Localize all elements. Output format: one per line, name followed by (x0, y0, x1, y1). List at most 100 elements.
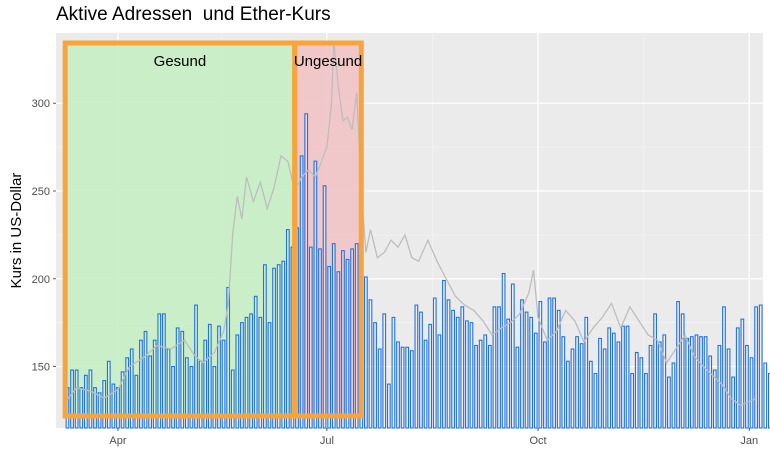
bar (487, 344, 492, 429)
bar (437, 334, 442, 429)
bar (676, 301, 680, 429)
bar (267, 322, 272, 429)
bar (396, 341, 400, 429)
bar (377, 348, 382, 429)
region-fill-0 (65, 43, 295, 416)
bar (653, 313, 657, 429)
bar (364, 276, 368, 429)
bar (322, 185, 327, 429)
bar (662, 334, 667, 429)
y-tick-label: 250 (32, 186, 50, 198)
bar (446, 299, 451, 429)
bar (414, 304, 419, 429)
bar (460, 306, 465, 429)
bar (129, 348, 134, 429)
bar (543, 341, 547, 429)
region-label-1: Ungesund (294, 53, 362, 70)
y-tick-label: 150 (32, 362, 50, 374)
bar (74, 369, 79, 429)
bar (189, 366, 194, 429)
bar (102, 380, 107, 429)
bar (607, 327, 612, 429)
bar (382, 313, 387, 429)
bar (249, 313, 253, 429)
bar (419, 311, 423, 429)
y-tick-label: 200 (32, 274, 50, 286)
bar (556, 309, 561, 429)
bar (510, 283, 515, 429)
bar (588, 360, 593, 429)
bar (184, 357, 189, 429)
bar (134, 374, 139, 429)
bar (331, 243, 336, 429)
bar (644, 373, 648, 429)
bar (217, 325, 221, 429)
bar (717, 344, 722, 429)
bar (253, 295, 258, 429)
bar (207, 323, 212, 429)
bar (125, 357, 130, 429)
bar (194, 304, 198, 429)
bar (515, 346, 520, 429)
bar (152, 339, 157, 429)
bar (524, 311, 529, 429)
bar (336, 271, 341, 429)
x-tick-label: Oct (529, 435, 546, 447)
y-axis-title: Kurs in US-Dollar (8, 173, 25, 289)
bar (699, 336, 703, 429)
regions (65, 43, 362, 416)
bar (308, 246, 313, 429)
bar (538, 301, 543, 429)
bar (313, 160, 318, 429)
bar (180, 330, 185, 429)
bar (341, 250, 345, 429)
bar (299, 155, 304, 429)
bar (88, 369, 93, 429)
bar (285, 229, 290, 429)
bar (520, 299, 524, 429)
bar (70, 369, 74, 429)
bar (345, 258, 350, 429)
bar (391, 316, 396, 429)
bar (373, 322, 377, 429)
bar (240, 322, 244, 429)
bar (97, 392, 102, 429)
bar (368, 299, 373, 429)
bar (171, 366, 175, 429)
bar (689, 336, 694, 429)
bar (611, 332, 616, 429)
bar (763, 362, 768, 429)
region-border-1 (292, 40, 364, 419)
bar (703, 336, 708, 429)
bar (263, 264, 267, 429)
bar (465, 320, 469, 429)
bar (423, 339, 428, 429)
bar (616, 341, 621, 429)
bar (79, 387, 84, 429)
bar (657, 341, 662, 429)
bar (712, 369, 717, 429)
bar (735, 327, 740, 429)
bar (501, 272, 506, 429)
bar (428, 323, 433, 429)
bar (203, 339, 208, 429)
bar (630, 373, 635, 429)
bar (566, 360, 570, 429)
bar (575, 336, 579, 429)
bar (561, 336, 566, 429)
y-tick-label: 300 (32, 98, 50, 110)
bar (272, 267, 276, 429)
bar (740, 318, 745, 429)
bar (162, 313, 166, 429)
price-line (62, 41, 757, 406)
bar (547, 297, 552, 429)
bar (533, 332, 538, 429)
bar (276, 264, 281, 429)
bar (529, 316, 534, 429)
bar (722, 306, 726, 429)
bar (694, 334, 699, 429)
bar (304, 113, 309, 429)
region-label-0: Gesund (154, 53, 207, 70)
